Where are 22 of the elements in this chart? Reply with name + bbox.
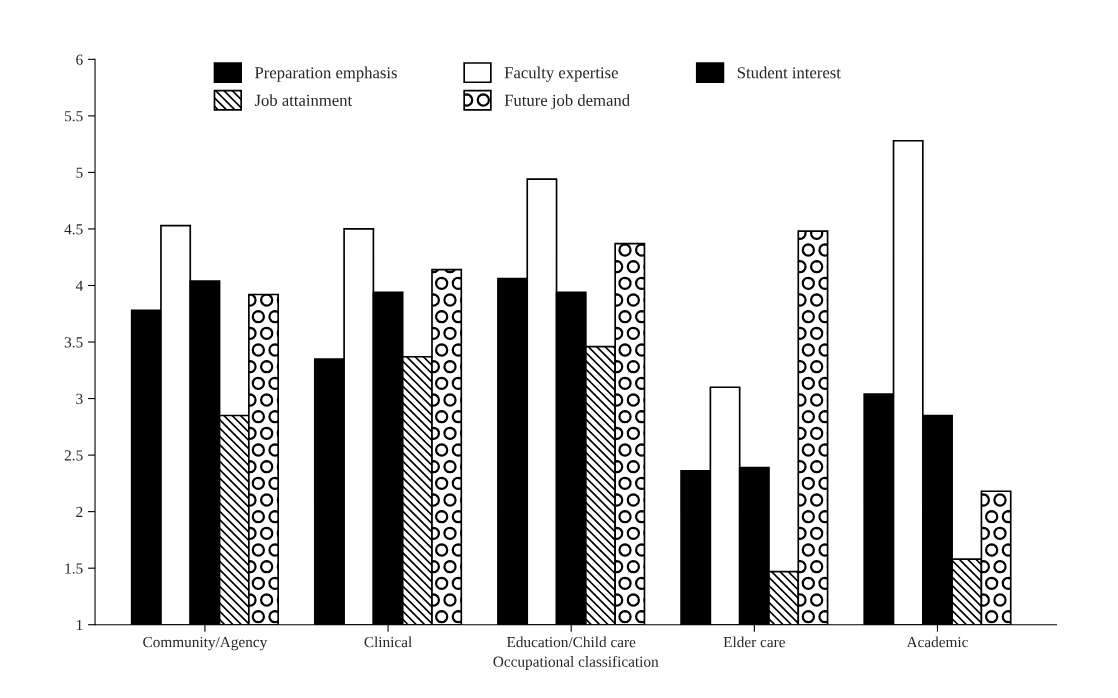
y-tick-label: 5 xyxy=(76,167,83,178)
legend-label: Student interest xyxy=(737,66,841,79)
x-tick-label: Clinical xyxy=(364,636,412,648)
x-tick-label: Academic xyxy=(906,636,968,648)
legend-label: Preparation emphasis xyxy=(254,66,397,82)
y-tick-label: 4 xyxy=(75,280,83,291)
x-tick-label: Elder care xyxy=(723,636,785,648)
y-tick-label: 4.5 xyxy=(64,224,83,235)
y-tick-label: 1.5 xyxy=(65,563,83,574)
y-tick-label: 3 xyxy=(76,393,83,405)
y-tick-label: 1 xyxy=(76,619,83,631)
y-tick-label: 2.5 xyxy=(64,450,83,461)
legend-label: Faculty expertise xyxy=(504,66,618,82)
x-tick-label: Community/Agency xyxy=(143,636,268,651)
y-tick-label: 3.5 xyxy=(64,337,83,348)
x-tick-label: Education/Child care xyxy=(506,636,636,648)
legend-label: Job attainment xyxy=(254,94,353,106)
x-axis-title: Occupational classification xyxy=(493,655,659,670)
legend-label: Future job demand xyxy=(504,94,630,110)
y-tick-label: 2 xyxy=(76,506,83,517)
y-tick-label: 6 xyxy=(76,54,83,65)
y-tick-label: 5.5 xyxy=(65,111,83,122)
